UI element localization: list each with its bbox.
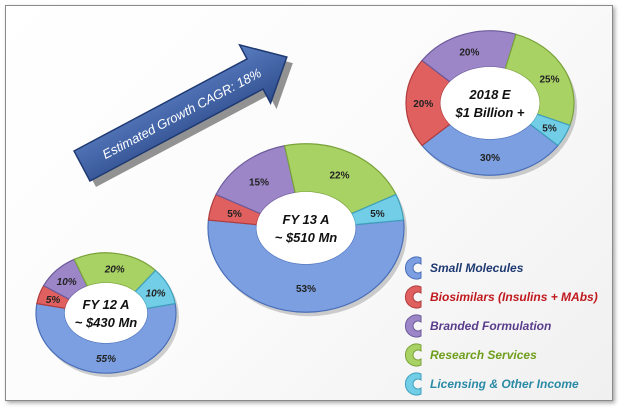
donut-fy13-label-3: 22% bbox=[329, 170, 349, 181]
donut-fy18-label-4: 5% bbox=[542, 124, 557, 135]
donut-fy18-title: 2018 E bbox=[468, 87, 511, 102]
legend-label-3: Research Services bbox=[430, 348, 537, 362]
legend-swatch-1 bbox=[404, 285, 422, 309]
donut-fy12-label-1: 5% bbox=[46, 295, 61, 306]
chart-frame: Estimated Growth CAGR: 18% 55% 5% 10% 20% 10… bbox=[5, 5, 613, 401]
legend: Small Molecules Biosimilars (Insulins + M… bbox=[404, 256, 598, 396]
donut-fy13: 53% 5% 15% 22% 5% FY 13 A ~ $510 Mn bbox=[207, 143, 407, 317]
donut-fy12-value: ~ $430 Mn bbox=[75, 315, 138, 330]
donut-fy12-hole bbox=[64, 282, 148, 344]
growth-arrow-label: Estimated Growth CAGR: 18% bbox=[100, 65, 264, 162]
donut-fy12-label-0: 55% bbox=[96, 354, 116, 365]
donut-fy13-hole bbox=[256, 191, 356, 265]
donut-fy12-slice-4 bbox=[134, 269, 176, 309]
donut-fy18-label-1: 20% bbox=[413, 99, 433, 110]
donut-fy18: 30% 20% 20% 25% 5% 2018 E $1 Billion + bbox=[405, 30, 577, 180]
donut-fy13-value: ~ $510 Mn bbox=[275, 230, 338, 245]
donut-fy12: 55% 5% 10% 20% 10% FY 12 A ~ $430 Mn bbox=[35, 252, 179, 378]
donut-fy12-label-2: 10% bbox=[57, 277, 77, 288]
donut-fy18-label-3: 25% bbox=[539, 74, 559, 85]
legend-item-0: Small Molecules bbox=[404, 256, 524, 280]
legend-swatch-4 bbox=[404, 372, 422, 396]
legend-swatch-2 bbox=[404, 314, 422, 338]
donut-fy13-label-2: 15% bbox=[249, 178, 269, 189]
donut-fy13-label-4: 5% bbox=[370, 209, 385, 220]
legend-item-1: Biosimilars (Insulins + MAbs) bbox=[404, 285, 598, 309]
donut-fy18-hole bbox=[440, 66, 540, 140]
legend-label-2: Branded Formulation bbox=[430, 319, 551, 333]
legend-item-3: Research Services bbox=[404, 343, 537, 367]
legend-swatch-0 bbox=[404, 256, 422, 280]
donut-fy12-label-3: 20% bbox=[104, 264, 125, 275]
donut-fy12-title: FY 12 A bbox=[83, 297, 130, 312]
legend-item-4: Licensing & Other Income bbox=[404, 372, 579, 396]
legend-swatch-3 bbox=[404, 343, 422, 367]
legend-label-4: Licensing & Other Income bbox=[430, 377, 579, 391]
donut-fy13-title: FY 13 A bbox=[283, 212, 330, 227]
donut-fy18-value: $1 Billion + bbox=[455, 105, 525, 120]
chart-canvas: Estimated Growth CAGR: 18% 55% 5% 10% 20% 10… bbox=[35, 30, 598, 396]
donut-fy18-label-0: 30% bbox=[480, 153, 500, 164]
donut-fy18-label-2: 20% bbox=[459, 47, 479, 58]
growth-arrow-shape bbox=[73, 43, 288, 183]
donut-charts: 55% 5% 10% 20% 10% FY 12 A ~ $430 Mn 53% 5% 15% 22… bbox=[35, 30, 577, 378]
legend-label-1: Biosimilars (Insulins + MAbs) bbox=[430, 290, 598, 304]
donut-fy13-label-0: 53% bbox=[296, 284, 316, 295]
legend-item-2: Branded Formulation bbox=[404, 314, 551, 338]
donut-fy13-label-1: 5% bbox=[227, 209, 242, 220]
donut-fy12-label-4: 10% bbox=[146, 289, 166, 300]
legend-label-0: Small Molecules bbox=[430, 261, 524, 275]
